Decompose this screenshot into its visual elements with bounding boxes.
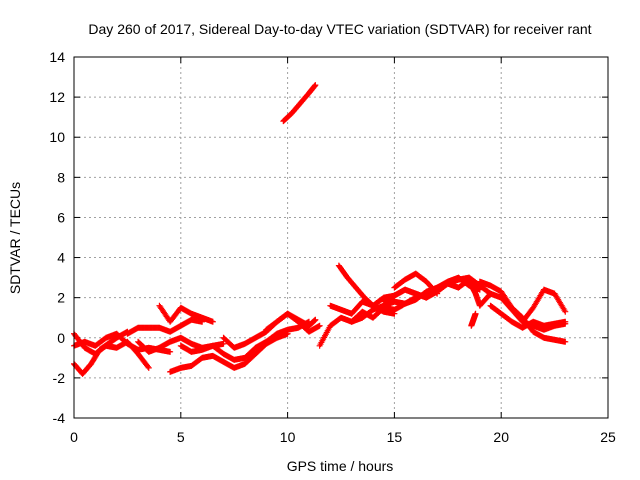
y-tick-label: -2 <box>53 370 66 386</box>
y-tick-label: 6 <box>57 209 65 225</box>
data-point <box>562 308 569 315</box>
series-track-4 <box>124 316 206 337</box>
series-track-10 <box>263 310 319 333</box>
y-axis-label: SDTVAR / TECUs <box>7 182 23 294</box>
y-tick-label: 0 <box>57 330 65 346</box>
x-tick-label: 15 <box>387 429 403 445</box>
series-track-2 <box>71 328 131 377</box>
data-point <box>145 364 152 371</box>
series-track-5 <box>156 302 216 325</box>
x-tick-label: 20 <box>493 429 509 445</box>
grid-lines <box>74 57 608 418</box>
series-track-21 <box>519 286 569 325</box>
series-track-9 <box>220 310 323 351</box>
y-tick-label: 14 <box>49 49 65 65</box>
data-point <box>433 289 440 296</box>
series-track-8 <box>177 318 312 363</box>
series-track-14 <box>335 262 398 317</box>
data-point <box>209 318 216 325</box>
y-tick-label: -4 <box>53 410 66 426</box>
data-point <box>562 338 569 345</box>
y-tick-label: 10 <box>49 129 65 145</box>
plot-frame <box>73 56 609 419</box>
series-track-17 <box>391 270 441 297</box>
data-point <box>434 290 441 297</box>
data-point <box>391 310 398 317</box>
data-point <box>562 318 569 325</box>
series-track-20 <box>487 302 569 331</box>
y-tick-label: 2 <box>57 290 65 306</box>
data-point <box>312 316 319 323</box>
data-point <box>220 340 227 347</box>
x-tick-label: 0 <box>70 429 78 445</box>
x-tick-label: 10 <box>280 429 296 445</box>
series-track-19 <box>476 278 569 345</box>
data-point <box>167 348 174 355</box>
data-points <box>71 82 569 377</box>
series-track-22 <box>468 310 479 329</box>
x-tick-label: 25 <box>600 429 616 445</box>
data-point <box>144 363 151 370</box>
data-point <box>312 82 319 89</box>
data-point <box>316 322 323 329</box>
series-track-11 <box>280 82 319 125</box>
y-tick-label: 8 <box>57 169 65 185</box>
x-axis-label: GPS time / hours <box>287 458 394 474</box>
y-tick-label: 4 <box>57 250 65 266</box>
axis-ticks: -4 -2 0 2 4 6 8 10 12 14 0 5 10 15 20 25 <box>49 49 616 445</box>
data-point <box>472 310 479 317</box>
x-tick-label: 5 <box>177 429 185 445</box>
chart-title: Day 260 of 2017, Sidereal Day-to-day VTE… <box>88 21 591 37</box>
series-track-7 <box>167 330 291 375</box>
y-tick-label: 12 <box>49 89 65 105</box>
